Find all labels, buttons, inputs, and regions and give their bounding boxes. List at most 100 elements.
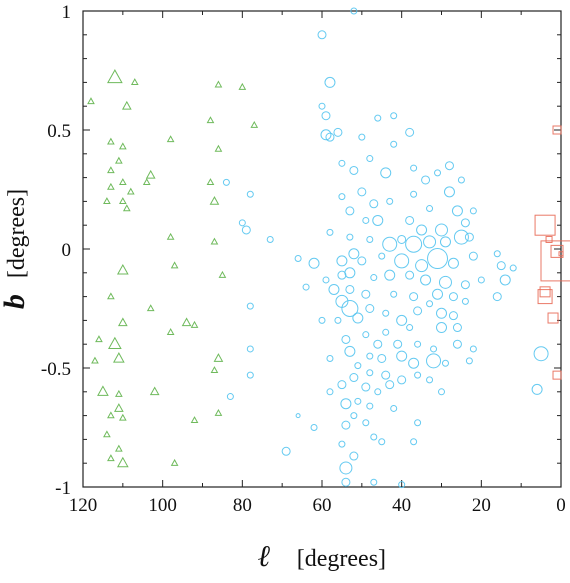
- data-point-triangle: [118, 142, 127, 150]
- data-point-circle: [453, 229, 469, 245]
- data-point-triangle: [122, 204, 131, 212]
- data-point-circle: [341, 334, 351, 344]
- y-tick-label: -0.5: [41, 359, 71, 380]
- data-point-triangle: [117, 317, 128, 327]
- x-tick-label: 40: [392, 495, 411, 516]
- data-point-circle: [397, 234, 407, 244]
- data-points: [87, 7, 570, 489]
- data-point-circle: [492, 292, 502, 302]
- data-point-triangle: [218, 270, 227, 278]
- data-point-circle: [294, 255, 302, 263]
- data-point-triangle: [214, 408, 223, 416]
- data-point-circle: [408, 357, 420, 369]
- x-axis-label: ℓ [degrees]: [258, 540, 386, 573]
- y-axis-label: b [degrees]: [0, 189, 31, 309]
- data-point-circle: [349, 373, 359, 383]
- data-point-circle: [324, 76, 336, 88]
- data-point-triangle: [113, 352, 125, 363]
- data-point-circle: [354, 397, 362, 405]
- data-point-circle: [308, 257, 320, 269]
- data-point-circle: [349, 165, 359, 175]
- data-point-circle: [318, 102, 326, 110]
- data-point-circle: [390, 112, 398, 120]
- data-point-triangle: [170, 458, 179, 466]
- data-point-circle: [341, 420, 351, 430]
- data-point-triangle: [115, 389, 123, 397]
- data-point-triangle: [130, 78, 139, 86]
- data-point-circle: [409, 292, 419, 302]
- data-point-circle: [469, 345, 477, 353]
- data-point-triangle: [214, 80, 223, 88]
- data-point-triangle: [116, 456, 129, 468]
- data-point-circle: [469, 207, 477, 215]
- y-tick-label: 1: [62, 2, 72, 23]
- data-point-circle: [350, 412, 358, 420]
- data-point-circle: [222, 178, 230, 186]
- data-point-circle: [366, 352, 374, 360]
- x-tick-label: 60: [313, 495, 332, 516]
- data-point-circle: [385, 380, 395, 390]
- data-point-triangle: [238, 82, 247, 90]
- data-point-circle: [394, 253, 410, 269]
- data-point-circle: [339, 461, 353, 475]
- data-point-circle: [246, 302, 254, 310]
- data-point-circle: [310, 424, 318, 431]
- data-point-circle: [370, 478, 378, 486]
- data-point-circle: [468, 251, 478, 261]
- data-point-circle: [362, 331, 370, 339]
- data-point-triangle: [118, 178, 127, 186]
- data-point-circle: [438, 388, 445, 396]
- data-point-triangle: [145, 169, 156, 179]
- data-point-circle: [457, 176, 465, 184]
- data-point-circle: [426, 353, 442, 369]
- data-point-triangle: [91, 356, 99, 364]
- data-point-circle: [414, 340, 422, 348]
- data-point-triangle: [190, 416, 199, 424]
- data-point-triangle: [107, 69, 123, 84]
- data-point-circle: [451, 205, 463, 217]
- data-point-circle: [318, 316, 326, 324]
- data-point-circle: [382, 236, 398, 252]
- x-tick-label: 20: [472, 495, 491, 516]
- data-point-triangle: [214, 144, 223, 152]
- data-point-circle: [414, 371, 422, 379]
- data-point-triangle: [103, 197, 111, 205]
- data-point-circle: [436, 307, 447, 319]
- data-point-triangle: [149, 386, 160, 396]
- data-point-circle: [366, 369, 374, 377]
- data-point-circle: [320, 129, 332, 141]
- data-point-circle: [435, 223, 448, 237]
- data-point-circle: [370, 433, 378, 441]
- data-point-triangle: [118, 197, 127, 205]
- data-point-square: [534, 214, 556, 236]
- data-point-circle: [410, 164, 418, 172]
- data-point-circle: [328, 283, 340, 295]
- data-point-circle: [413, 306, 423, 316]
- data-point-circle: [246, 345, 254, 353]
- y-axis-units: [degrees]: [4, 189, 30, 278]
- data-point-circle: [390, 290, 398, 298]
- data-point-triangle: [118, 413, 127, 421]
- data-point-circle: [341, 477, 351, 487]
- data-point-circle: [370, 274, 378, 282]
- data-point-circle: [317, 30, 327, 40]
- data-point-circle: [443, 186, 455, 198]
- data-point-circle: [499, 274, 511, 286]
- data-point-triangle: [115, 444, 123, 452]
- data-point-circle: [337, 380, 347, 390]
- data-point-circle: [333, 127, 343, 137]
- data-point-circle: [439, 236, 451, 248]
- x-tick-label: 100: [148, 495, 177, 516]
- data-point-circle: [406, 324, 414, 332]
- data-point-circle: [361, 382, 371, 392]
- data-point-circle: [366, 155, 374, 163]
- data-point-circle: [438, 275, 452, 289]
- data-point-circle: [390, 140, 398, 148]
- data-point-triangle: [170, 261, 179, 269]
- data-point-circle: [281, 446, 291, 456]
- data-point-circle: [369, 199, 379, 209]
- data-point-circle: [295, 413, 301, 419]
- data-point-circle: [405, 215, 415, 225]
- data-point-circle: [341, 300, 359, 317]
- data-point-triangle: [250, 120, 259, 128]
